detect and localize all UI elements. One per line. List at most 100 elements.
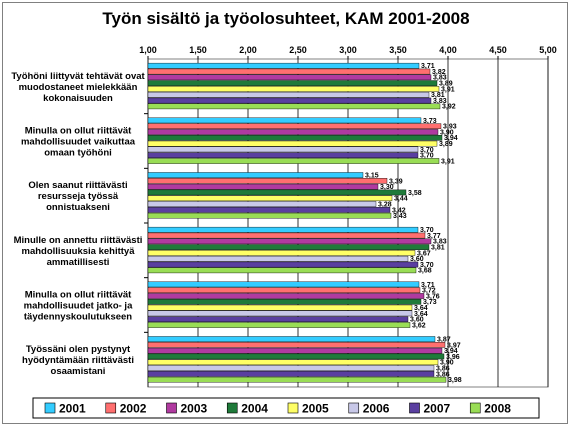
bar — [147, 287, 421, 294]
data-label: 3,70 — [420, 153, 434, 160]
x-tick-label: 5,00 — [539, 45, 557, 55]
x-tick-label: 3,00 — [339, 45, 357, 55]
category-label: Minulla on ollut riittävät mahdollisuudet… — [21, 126, 136, 159]
legend-swatch — [409, 402, 420, 414]
legend-swatch — [44, 402, 56, 414]
x-tick-label: 1,50 — [189, 45, 207, 55]
bar — [147, 244, 430, 250]
category-label-line: mahdollisuudet vaikuttaa — [21, 137, 136, 148]
data-label: 3,73 — [423, 118, 437, 125]
x-tick-label: 4,50 — [489, 45, 507, 55]
category-label-line: Työhöni liittyvät tehtävät ovat — [11, 71, 145, 82]
x-tick-label: 3,50 — [389, 45, 407, 55]
data-label: 3,92 — [442, 104, 456, 111]
data-label: 3,93 — [443, 124, 457, 131]
data-label: 3,81 — [431, 245, 445, 252]
bar — [147, 353, 445, 360]
category-label-line: muodostaneet mielekkään — [19, 82, 138, 93]
bar — [147, 365, 435, 371]
bar — [147, 152, 419, 159]
category-label-line: osaamistani — [51, 366, 106, 377]
category-label: Työssäni olen pystynyt hyödyntämään riitt… — [22, 344, 134, 377]
data-label: 3,71 — [421, 63, 435, 70]
category-label-line: resursseja työssä — [38, 191, 119, 202]
bar — [147, 359, 439, 366]
legend-swatch — [226, 402, 238, 414]
bar — [147, 201, 377, 207]
bar — [147, 74, 432, 81]
data-label: 3,42 — [392, 207, 406, 214]
data-label: 3,28 — [378, 201, 392, 208]
x-tick-label: 2,00 — [239, 45, 257, 55]
bar — [147, 281, 420, 288]
category-label: Olen saanut riittävästi resursseja työssä… — [28, 180, 127, 213]
data-label: 3,39 — [389, 178, 403, 185]
legend-label: 2005 — [302, 402, 329, 416]
chart-title: Työn sisältö ja työolosuhteet, KAM 2001-… — [102, 9, 469, 28]
data-label: 3,71 — [421, 282, 435, 289]
bar — [147, 299, 422, 305]
legend-label: 2007 — [424, 402, 451, 416]
legend-label: 2004 — [241, 402, 268, 416]
data-label: 3,91 — [441, 86, 455, 93]
bar — [147, 322, 411, 328]
data-label: 3,90 — [440, 360, 454, 367]
bar — [147, 103, 441, 110]
category-label-line: Olen saanut riittävästi — [28, 180, 127, 191]
bar — [147, 146, 419, 153]
category-label-line: Minulla on ollut riittävät — [25, 126, 132, 137]
bar — [147, 183, 379, 190]
category-label-line: Minulle on annettu riittävästi — [14, 235, 143, 246]
data-label: 3,87 — [437, 336, 451, 343]
bar — [147, 261, 419, 268]
bar — [147, 267, 417, 274]
bar — [147, 123, 442, 129]
category-label-line: mahdollisuudet jatko- ja — [24, 301, 133, 312]
legend-swatch — [105, 402, 117, 414]
data-label: 3,72 — [422, 288, 436, 295]
data-label: 3,90 — [440, 129, 454, 136]
category-label-line: omaan työhöni — [44, 148, 112, 159]
data-label: 3,68 — [418, 268, 432, 275]
data-label: 3,58 — [408, 190, 422, 197]
bar — [147, 134, 443, 141]
data-label: 3,73 — [423, 299, 437, 306]
bar — [147, 91, 430, 98]
chart-container: Työn sisältö ja työolosuhteet, KAM 2001-… — [2, 2, 568, 424]
bar — [147, 212, 392, 219]
category-label: Minulle on annettu riittävästi mahdollisu… — [14, 235, 143, 268]
data-label: 3,83 — [433, 239, 447, 246]
data-label: 3,83 — [433, 98, 447, 105]
bar — [147, 238, 432, 245]
category-label: Työhöni liittyvät tehtävät ovat muodostan… — [11, 71, 145, 104]
bar — [147, 342, 446, 348]
data-label: 3,64 — [414, 305, 428, 312]
data-label: 3,62 — [412, 322, 426, 329]
bar — [147, 62, 420, 69]
legend-swatch — [287, 402, 299, 414]
bar — [147, 129, 439, 135]
data-label: 3,70 — [420, 262, 434, 269]
category-label-line: hyödyntämään riittävästi — [22, 355, 134, 366]
legend-swatch — [348, 402, 360, 414]
bar — [147, 80, 438, 86]
legend-label: 2006 — [363, 402, 390, 416]
category-label-line: Minulla on ollut riittävät — [25, 290, 132, 301]
data-label: 3,70 — [420, 147, 434, 154]
x-tick-label: 4,00 — [439, 45, 457, 55]
x-tick-label: 2,50 — [289, 45, 307, 55]
x-tick-label: 1,00 — [139, 45, 157, 55]
data-label: 3,98 — [448, 377, 462, 384]
bar — [147, 232, 426, 239]
category-label: Minulla on ollut riittävät mahdollisuudet… — [24, 290, 133, 323]
legend-label: 2002 — [120, 402, 147, 416]
bar — [147, 316, 409, 323]
data-label: 3,91 — [441, 158, 455, 165]
bar — [147, 336, 436, 342]
data-label: 3,60 — [410, 256, 424, 263]
data-label: 3,82 — [432, 69, 446, 76]
category-label-line: ammatillisesti — [47, 257, 110, 268]
bar — [147, 293, 425, 299]
bar — [147, 250, 416, 256]
data-label: 3,77 — [427, 233, 441, 240]
